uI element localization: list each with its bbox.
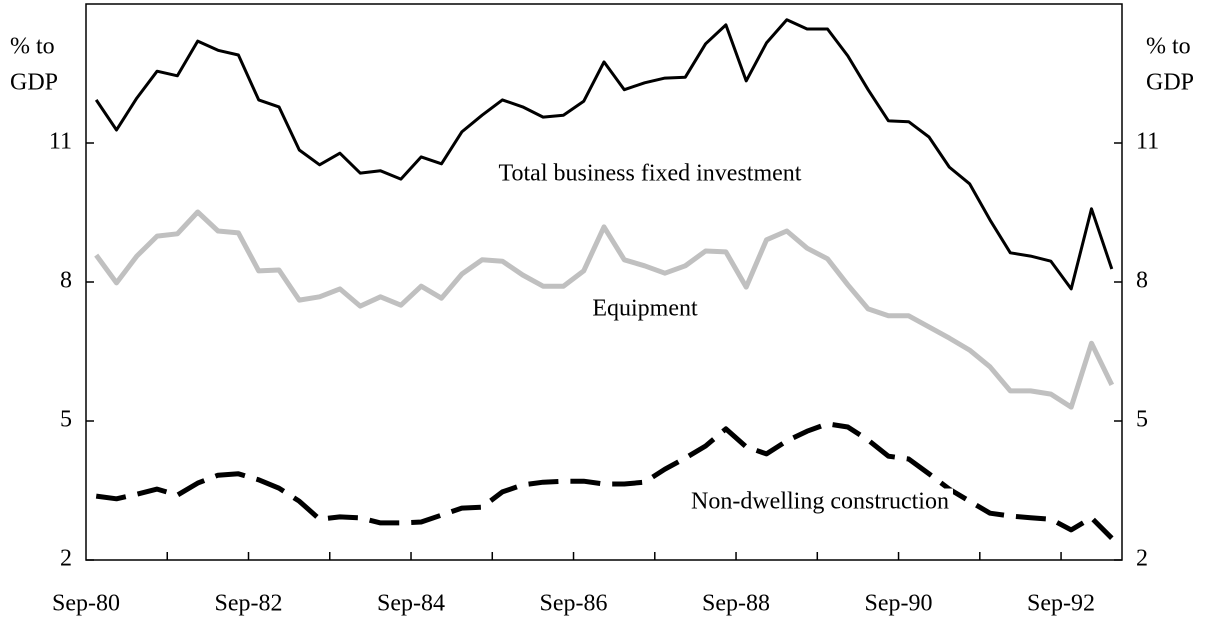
x-tick-label: Sep-84 bbox=[377, 591, 445, 617]
x-tick-label: Sep-88 bbox=[702, 591, 770, 617]
y-axis-label: % to bbox=[10, 34, 55, 60]
y-tick-label: 11 bbox=[49, 129, 72, 155]
x-tick-label: Sep-90 bbox=[865, 591, 933, 617]
y2-axis-label: GDP bbox=[1146, 70, 1194, 96]
series-line bbox=[95, 421, 1114, 540]
y-axis-label: GDP bbox=[10, 70, 58, 96]
x-tick-label: Sep-92 bbox=[1027, 591, 1095, 617]
y-tick-label: 2 bbox=[60, 546, 72, 572]
series-label-bg bbox=[687, 488, 953, 515]
x-tick-label: Sep-82 bbox=[215, 591, 283, 617]
x-tick-label: Sep-86 bbox=[540, 591, 608, 617]
x-tick-label: Sep-80 bbox=[52, 591, 120, 617]
y-tick-label: 5 bbox=[60, 407, 72, 433]
y2-axis-label: % to bbox=[1146, 34, 1191, 60]
y2-tick-label: 2 bbox=[1136, 546, 1148, 572]
y2-tick-label: 11 bbox=[1136, 129, 1159, 155]
y-tick-label: 8 bbox=[60, 268, 72, 294]
series-label: Total business fixed investment bbox=[499, 161, 802, 187]
series-line bbox=[94, 209, 1115, 410]
series-label: Equipment bbox=[592, 296, 698, 322]
series-line bbox=[94, 18, 1114, 291]
series-label-bg bbox=[588, 295, 702, 322]
y2-tick-label: 5 bbox=[1136, 407, 1148, 433]
series-label-bg bbox=[494, 160, 806, 187]
y2-tick-label: 8 bbox=[1136, 268, 1148, 294]
series-label: Non-dwelling construction bbox=[691, 489, 949, 515]
